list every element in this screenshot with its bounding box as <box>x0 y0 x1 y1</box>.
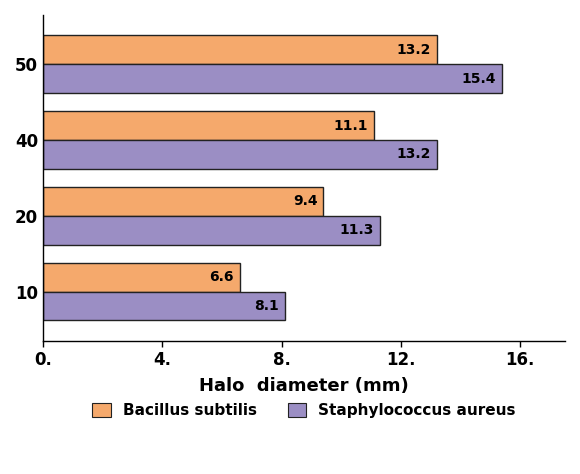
Text: 13.2: 13.2 <box>396 147 431 161</box>
Bar <box>43 216 380 245</box>
Text: 11.3: 11.3 <box>340 223 374 237</box>
Legend: Bacillus subtilis, Staphylococcus aureus: Bacillus subtilis, Staphylococcus aureus <box>86 397 521 424</box>
Text: 9.4: 9.4 <box>293 194 317 209</box>
Text: 15.4: 15.4 <box>462 72 496 86</box>
Bar <box>43 140 437 169</box>
Bar <box>43 64 502 93</box>
Bar <box>43 111 374 140</box>
Text: 8.1: 8.1 <box>254 299 278 313</box>
Text: 13.2: 13.2 <box>396 43 431 57</box>
Bar <box>43 36 437 64</box>
Text: 6.6: 6.6 <box>209 270 234 284</box>
X-axis label: Halo  diameter (mm): Halo diameter (mm) <box>199 377 409 395</box>
Bar <box>43 263 240 292</box>
Text: 11.1: 11.1 <box>334 118 368 133</box>
Bar <box>43 292 285 320</box>
Bar <box>43 187 324 216</box>
